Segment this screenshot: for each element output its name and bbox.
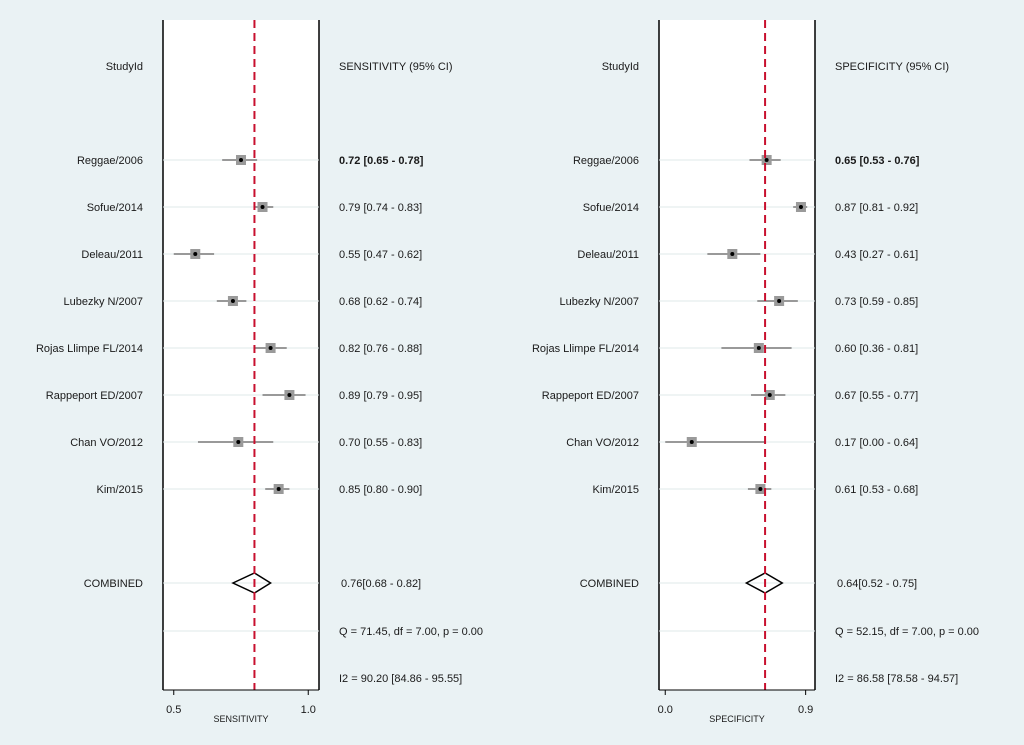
study-column-header: StudyId xyxy=(106,61,143,73)
combined-diamond xyxy=(744,572,784,594)
study-label: Deleau/2011 xyxy=(577,249,639,261)
combined-ci-text: 0.76[0.68 - 0.82] xyxy=(341,578,421,590)
heterogeneity-i2-text: I2 = 90.20 [84.86 - 95.55] xyxy=(339,673,462,685)
forest-panel-sensitivity: StudyId SENSITIVITY (95% CI) Reggae/2006 0.… xyxy=(36,20,483,724)
combined-label: COMBINED xyxy=(84,578,143,590)
study-point xyxy=(758,487,763,491)
plot-area xyxy=(163,20,319,690)
study-point xyxy=(268,346,273,350)
study-label: Deleau/2011 xyxy=(81,249,143,261)
study-ci-text: 0.87 [0.81 - 0.92] xyxy=(835,202,918,214)
study-label: Reggae/2006 xyxy=(573,155,639,167)
study-ci-text: 0.55 [0.47 - 0.62] xyxy=(339,249,422,261)
heterogeneity-i2-text: I2 = 86.58 [78.58 - 94.57] xyxy=(835,673,958,685)
study-point xyxy=(260,205,265,209)
study-label: Lubezky N/2007 xyxy=(64,296,144,308)
study-label: Chan VO/2012 xyxy=(70,437,143,449)
study-label: Sofue/2014 xyxy=(87,202,143,214)
study-column-header: StudyId xyxy=(602,61,639,73)
study-point xyxy=(798,205,803,209)
study-point xyxy=(230,299,235,303)
study-ci-text: 0.65 [0.53 - 0.76] xyxy=(835,155,920,167)
study-point xyxy=(287,393,292,397)
combined-diamond xyxy=(231,572,273,594)
study-ci-text: 0.61 [0.53 - 0.68] xyxy=(835,484,918,496)
study-ci-text: 0.73 [0.59 - 0.85] xyxy=(835,296,918,308)
study-label: Lubezky N/2007 xyxy=(560,296,640,308)
study-ci-text: 0.43 [0.27 - 0.61] xyxy=(835,249,918,261)
study-point xyxy=(236,440,241,444)
study-ci-text: 0.79 [0.74 - 0.83] xyxy=(339,202,422,214)
study-point xyxy=(730,252,735,256)
study-point xyxy=(756,346,761,350)
study-label: Rappeport ED/2007 xyxy=(542,390,639,402)
study-label: Rojas Llimpe FL/2014 xyxy=(36,343,143,355)
study-point xyxy=(239,158,243,162)
x-axis-title: SENSITIVITY xyxy=(213,714,268,724)
study-ci-text: 0.82 [0.76 - 0.88] xyxy=(339,343,422,355)
heterogeneity-q-text: Q = 52.15, df = 7.00, p = 0.00 xyxy=(835,626,979,638)
x-tick-label: 0.5 xyxy=(166,704,181,716)
study-point xyxy=(764,158,769,162)
study-ci-text: 0.72 [0.65 - 0.78] xyxy=(339,155,424,167)
x-axis-title: SPECIFICITY xyxy=(709,714,765,724)
study-ci-text: 0.89 [0.79 - 0.95] xyxy=(339,390,422,402)
study-label: Rappeport ED/2007 xyxy=(46,390,143,402)
study-label: Kim/2015 xyxy=(97,484,143,496)
study-ci-text: 0.67 [0.55 - 0.77] xyxy=(835,390,918,402)
x-tick-label: 1.0 xyxy=(301,704,316,716)
study-point xyxy=(276,487,281,491)
study-ci-text: 0.68 [0.62 - 0.74] xyxy=(339,296,422,308)
ci-column-header: SPECIFICITY (95% CI) xyxy=(835,61,949,73)
study-label: Sofue/2014 xyxy=(583,202,639,214)
forest-panel-specificity: StudyId SPECIFICITY (95% CI) Reggae/2006 0.… xyxy=(532,20,979,724)
study-ci-text: 0.60 [0.36 - 0.81] xyxy=(835,343,918,355)
study-point xyxy=(767,393,772,397)
study-label: Kim/2015 xyxy=(593,484,639,496)
x-tick-label: 0.0 xyxy=(658,704,673,716)
plot-area xyxy=(659,20,815,690)
study-label: Reggae/2006 xyxy=(77,155,143,167)
combined-label: COMBINED xyxy=(580,578,639,590)
study-point xyxy=(777,299,782,303)
ci-column-header: SENSITIVITY (95% CI) xyxy=(339,61,453,73)
study-label: Rojas Llimpe FL/2014 xyxy=(532,343,639,355)
study-point xyxy=(193,252,198,256)
x-tick-label: 0.9 xyxy=(798,704,813,716)
study-ci-text: 0.17 [0.00 - 0.64] xyxy=(835,437,918,449)
study-label: Chan VO/2012 xyxy=(566,437,639,449)
study-ci-text: 0.85 [0.80 - 0.90] xyxy=(339,484,422,496)
combined-ci-text: 0.64[0.52 - 0.75] xyxy=(837,578,917,590)
study-point xyxy=(689,440,694,444)
study-ci-text: 0.70 [0.55 - 0.83] xyxy=(339,437,422,449)
heterogeneity-q-text: Q = 71.45, df = 7.00, p = 0.00 xyxy=(339,626,483,638)
